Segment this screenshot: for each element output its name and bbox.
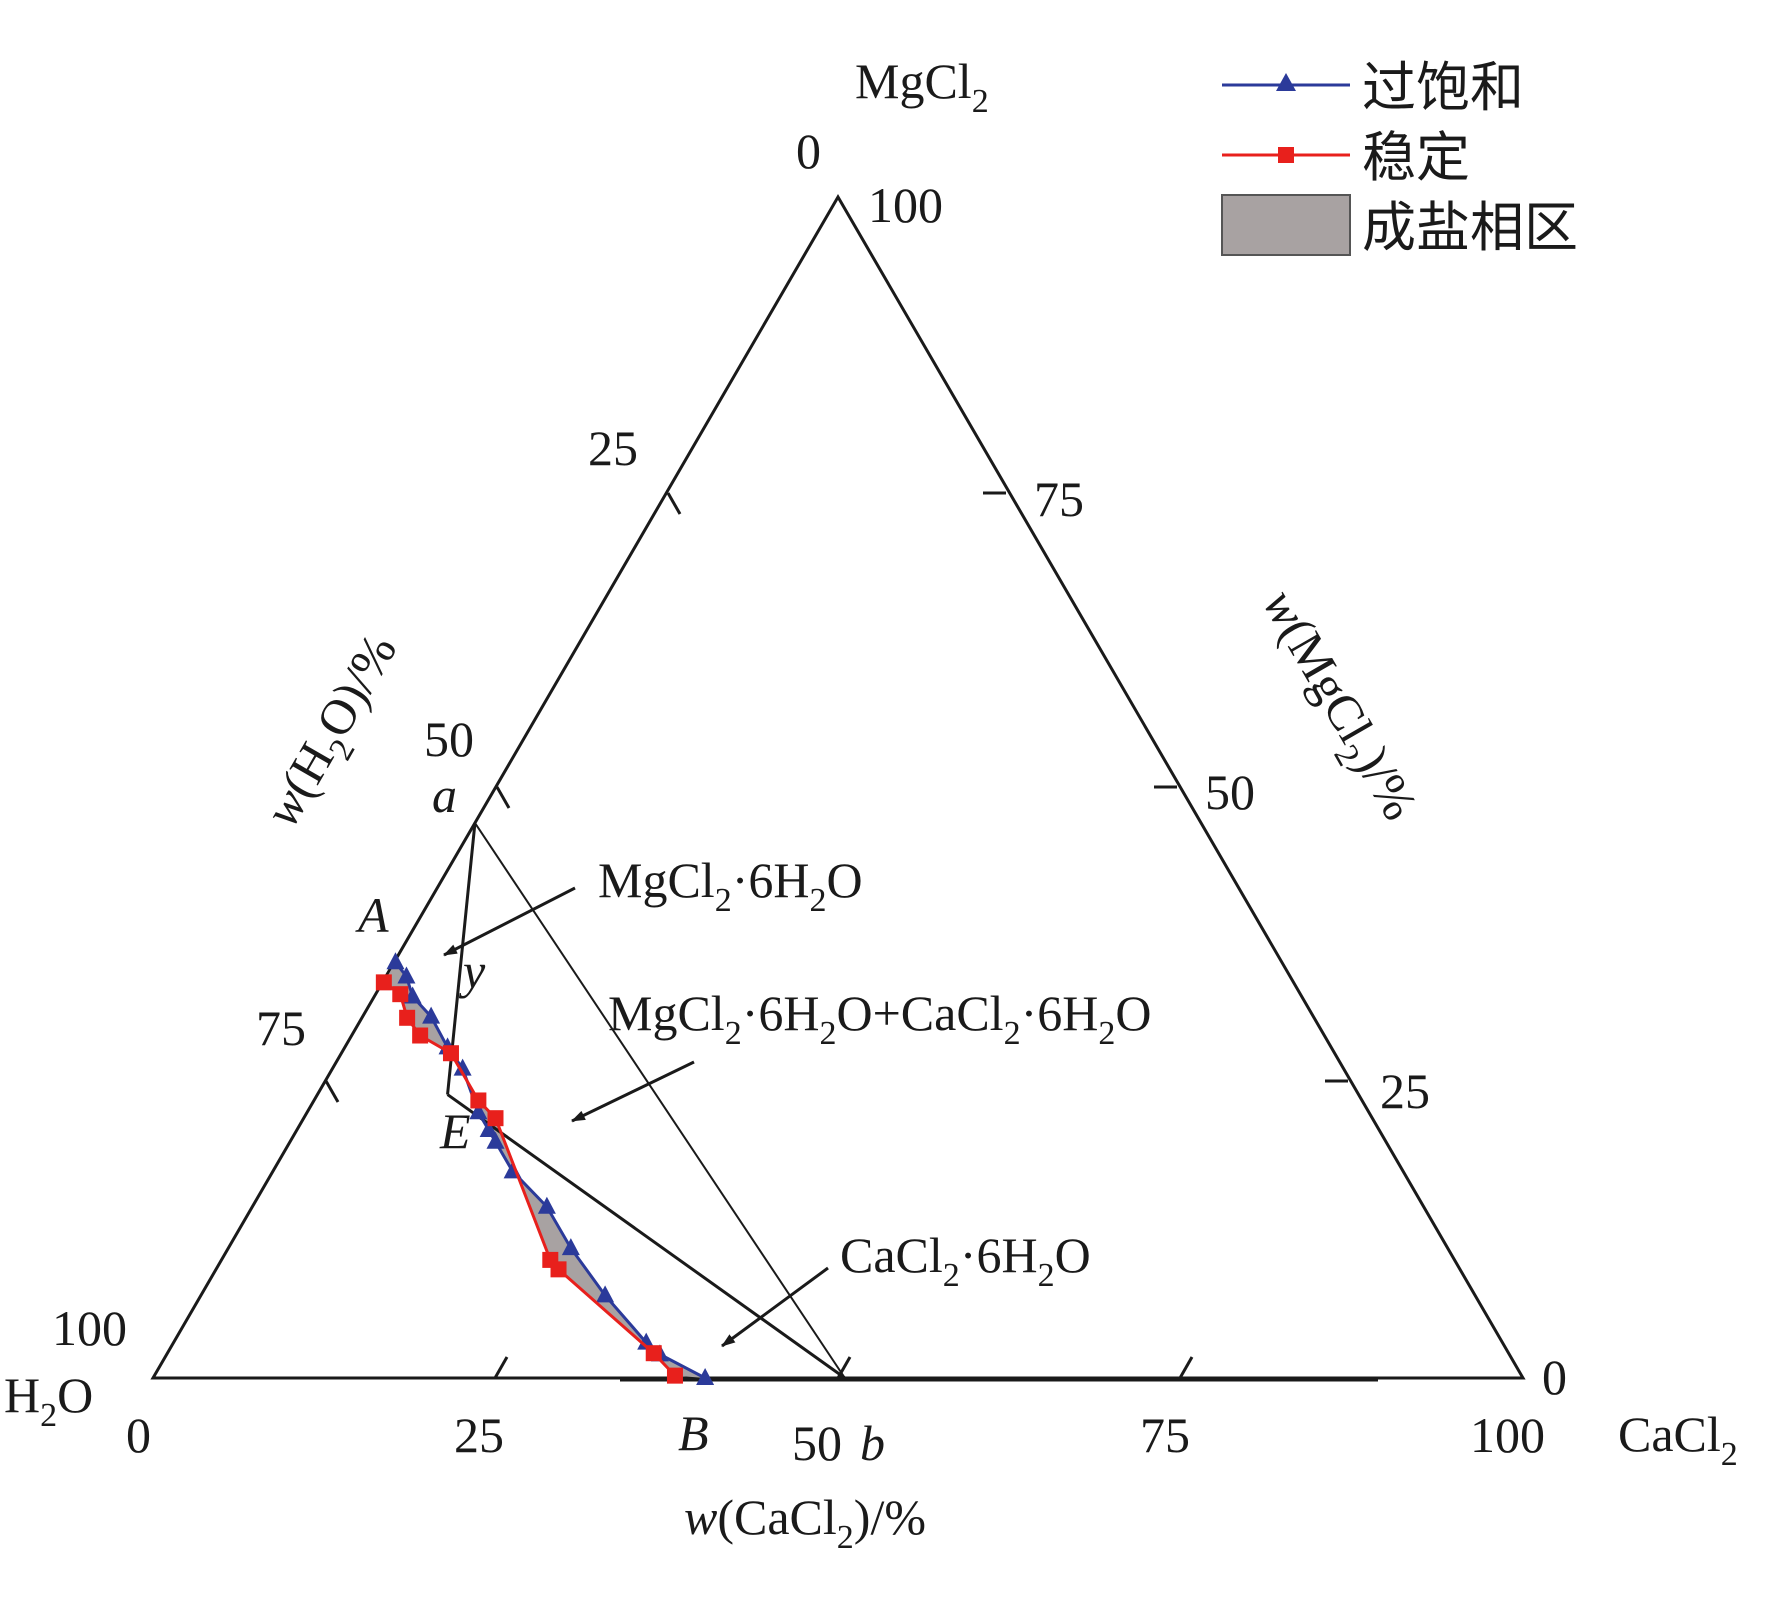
- tie-line-0: [474, 822, 846, 1379]
- series-0-point-11: [561, 1238, 580, 1256]
- series-1-point-9: [645, 1345, 662, 1362]
- mgcl2-tick-25: 25: [1380, 1063, 1430, 1119]
- axis-title-cacl2: w(CaCl2)/%: [684, 1489, 926, 1556]
- cacl2-tick-75: 75: [1140, 1407, 1190, 1463]
- annotation-arrow-mgcl2-6h2o: [443, 886, 576, 957]
- legend-marker-triangle: [1276, 73, 1296, 91]
- h2o-tick-100: 100: [52, 1300, 127, 1356]
- mgcl2-tick-75: 75: [1034, 471, 1084, 527]
- annotation-arrow-cacl2-6h2o: [721, 1266, 829, 1348]
- series-0-point-1: [397, 966, 416, 984]
- series-0-point-5: [453, 1058, 472, 1076]
- vertex-label-h2o: H2O: [4, 1367, 93, 1434]
- legend-label-salt-region: 成盐相区: [1362, 196, 1578, 259]
- vertex-label-cacl2: CaCl2: [1618, 1406, 1738, 1473]
- point-label-y: y: [458, 943, 486, 999]
- point-label-a: a: [432, 767, 457, 823]
- series-0-point-6: [469, 1102, 488, 1120]
- legend-swatch-salt-region: [1221, 194, 1351, 256]
- legend-marker-square: [1278, 147, 1294, 163]
- series-0-point-12: [596, 1285, 615, 1303]
- annotation-mgcl2-cacl2-6h2o: MgCl2·6H2O+CaCl2·6H2O: [608, 985, 1151, 1052]
- series-1-point-6: [487, 1110, 504, 1127]
- series-1-point-4: [442, 1045, 459, 1062]
- annotation-cacl2-6h2o: CaCl2·6H2O: [840, 1227, 1091, 1294]
- series-1-point-0: [375, 974, 392, 991]
- legend-label-supersaturated: 过饱和: [1362, 56, 1524, 119]
- series-0-point-3: [422, 1006, 441, 1024]
- mgcl2-tick-0: 0: [1542, 1349, 1567, 1405]
- ternary-frame: [150, 194, 1526, 1380]
- series-0-point-7: [479, 1119, 498, 1137]
- tie-line-2: [446, 1093, 846, 1380]
- series-1-point-2: [399, 1009, 416, 1026]
- point-label-B: B: [678, 1405, 709, 1461]
- h2o-tick-25: 25: [588, 420, 638, 476]
- h2o-tick-0: 0: [796, 123, 821, 179]
- point-label-A: A: [355, 887, 389, 943]
- salt-phase-region-layer: [383, 962, 706, 1378]
- mgcl2-tick-100: 100: [868, 177, 943, 233]
- cacl2-tick-50: 50: [792, 1415, 842, 1471]
- h2o-tick-75: 75: [256, 1000, 306, 1056]
- cacl2-tick-0: 0: [126, 1407, 151, 1463]
- ticks: [324, 491, 1348, 1379]
- cacl2-tick-100: 100: [1470, 1407, 1545, 1463]
- h2o-tick-50: 50: [424, 711, 474, 767]
- series-0-point-0: [386, 952, 405, 970]
- cacl2-tick-25: 25: [454, 1407, 504, 1463]
- series-1-point-10: [666, 1367, 683, 1384]
- salt-phase-region: [383, 962, 706, 1378]
- series-1-point-8: [550, 1261, 567, 1278]
- point-label-E: E: [439, 1103, 471, 1159]
- annotation-arrow-mgcl2-cacl2-6h2o: [571, 1060, 695, 1123]
- point-label-b: b: [860, 1415, 885, 1471]
- series-0-point-8: [486, 1131, 505, 1149]
- series-0-point-10: [537, 1196, 556, 1214]
- mgcl2-tick-50: 50: [1205, 764, 1255, 820]
- axis-title-h2o: w(H2O)/%: [253, 624, 417, 841]
- legend-label-stable: 稳定: [1362, 126, 1470, 189]
- vertex-label-mgcl2: MgCl2: [855, 53, 989, 120]
- series-layer: [375, 952, 715, 1385]
- series-1-point-5: [470, 1092, 487, 1109]
- series-0-point-15: [696, 1368, 715, 1385]
- series-1-point-3: [412, 1027, 429, 1044]
- legend: 过饱和 稳定 成盐相区: [1221, 56, 1578, 259]
- axis-title-mgcl2: w(MgCl2)/%: [1243, 580, 1429, 835]
- annotation-mgcl2-6h2o: MgCl2·6H2O: [598, 852, 863, 919]
- series-1-point-1: [392, 986, 409, 1003]
